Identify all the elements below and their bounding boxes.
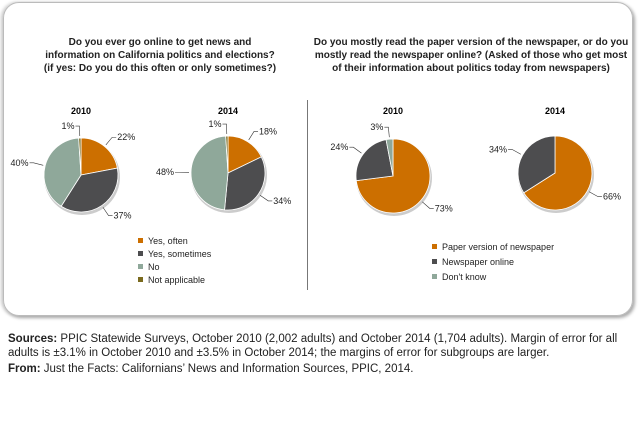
legend-label: No [148, 261, 160, 272]
pie-data-label: 66% [603, 192, 621, 202]
pie-slice [80, 137, 118, 176]
leader-line [589, 191, 602, 197]
leader-line [102, 207, 113, 216]
pie-year-label: 2014 [218, 106, 238, 116]
legend-label: Don't know [442, 271, 487, 282]
legend-item: Yes, sometimes [138, 247, 211, 260]
legend-label: Yes, often [148, 235, 188, 246]
leader-line [105, 136, 117, 146]
pie-year-label: 2010 [383, 106, 403, 116]
legend-item: No [138, 260, 211, 273]
leader-line [29, 162, 44, 166]
pie-slice [78, 137, 82, 176]
pie-data-label: 22% [117, 132, 135, 142]
legend-item: Yes, often [138, 234, 211, 247]
sources-note: Sources: PPIC Statewide Surveys, October… [8, 333, 618, 359]
pie-data-label: 1% [61, 121, 74, 131]
pie-data-label: 34% [489, 144, 507, 154]
pie-charts: 2010 22% 37% 40% 1% 2014 18% 34% 48% 1% 2010 73% 24%… [11, 106, 621, 221]
chart-title-paper-vs-online: Do you mostly read the paper version of … [313, 37, 629, 74]
pie-data-label: 18% [259, 126, 277, 136]
pie-slice [523, 135, 593, 211]
leader-line [384, 126, 390, 138]
legend-item: Not applicable [138, 273, 211, 286]
pie-year-label: 2014 [545, 106, 565, 116]
pie-slice [43, 137, 82, 207]
pie-slice [227, 135, 262, 174]
pie-data-label: 34% [273, 196, 291, 206]
pie-slice [517, 135, 556, 194]
pie-slice [385, 138, 394, 177]
pie-data-label: 48% [156, 167, 174, 177]
from-note: From: Just the Facts: Californians’ News… [8, 363, 414, 375]
pie-data-label: 24% [330, 142, 348, 152]
legend-item: Newspaper online [432, 254, 554, 269]
pie-year-label: 2010 [71, 106, 91, 116]
leader-line [259, 194, 273, 202]
divider [307, 100, 308, 290]
legend-label: Newspaper online [442, 256, 515, 267]
legend-label: Yes, sometimes [148, 248, 212, 259]
leader-line [508, 149, 521, 155]
legend-item: Paper version of newspaper [432, 239, 554, 254]
pie-slice [190, 135, 229, 211]
legend-online-news: Yes, often Yes, sometimes No Not applica… [138, 234, 211, 286]
pie-slice [355, 139, 394, 182]
leader-line [248, 131, 259, 141]
legend-label: Not applicable [148, 274, 206, 285]
chart-title-online-news: Do you ever go online to get news and in… [43, 37, 277, 74]
pie-data-label: 1% [208, 119, 221, 129]
legend-paper-online: Paper version of newspaper Newspaper onl… [432, 239, 554, 284]
pie-data-label: 40% [11, 158, 29, 168]
pie-data-label: 3% [370, 122, 383, 132]
pie-data-label: 37% [114, 211, 132, 221]
pie-slice [224, 156, 266, 211]
chart-frame [3, 2, 633, 316]
leader-line [222, 123, 228, 135]
legend-label: Paper version of newspaper [442, 241, 555, 252]
footer: Sources: PPIC Statewide Surveys, October… [8, 333, 633, 380]
leader-line [75, 125, 81, 137]
legend-item: Don't know [432, 269, 554, 284]
pie-slice [225, 135, 229, 174]
leader-line [422, 201, 434, 209]
pie-slice [60, 167, 119, 213]
leader-line [349, 146, 362, 154]
pie-data-label: 73% [435, 203, 453, 213]
